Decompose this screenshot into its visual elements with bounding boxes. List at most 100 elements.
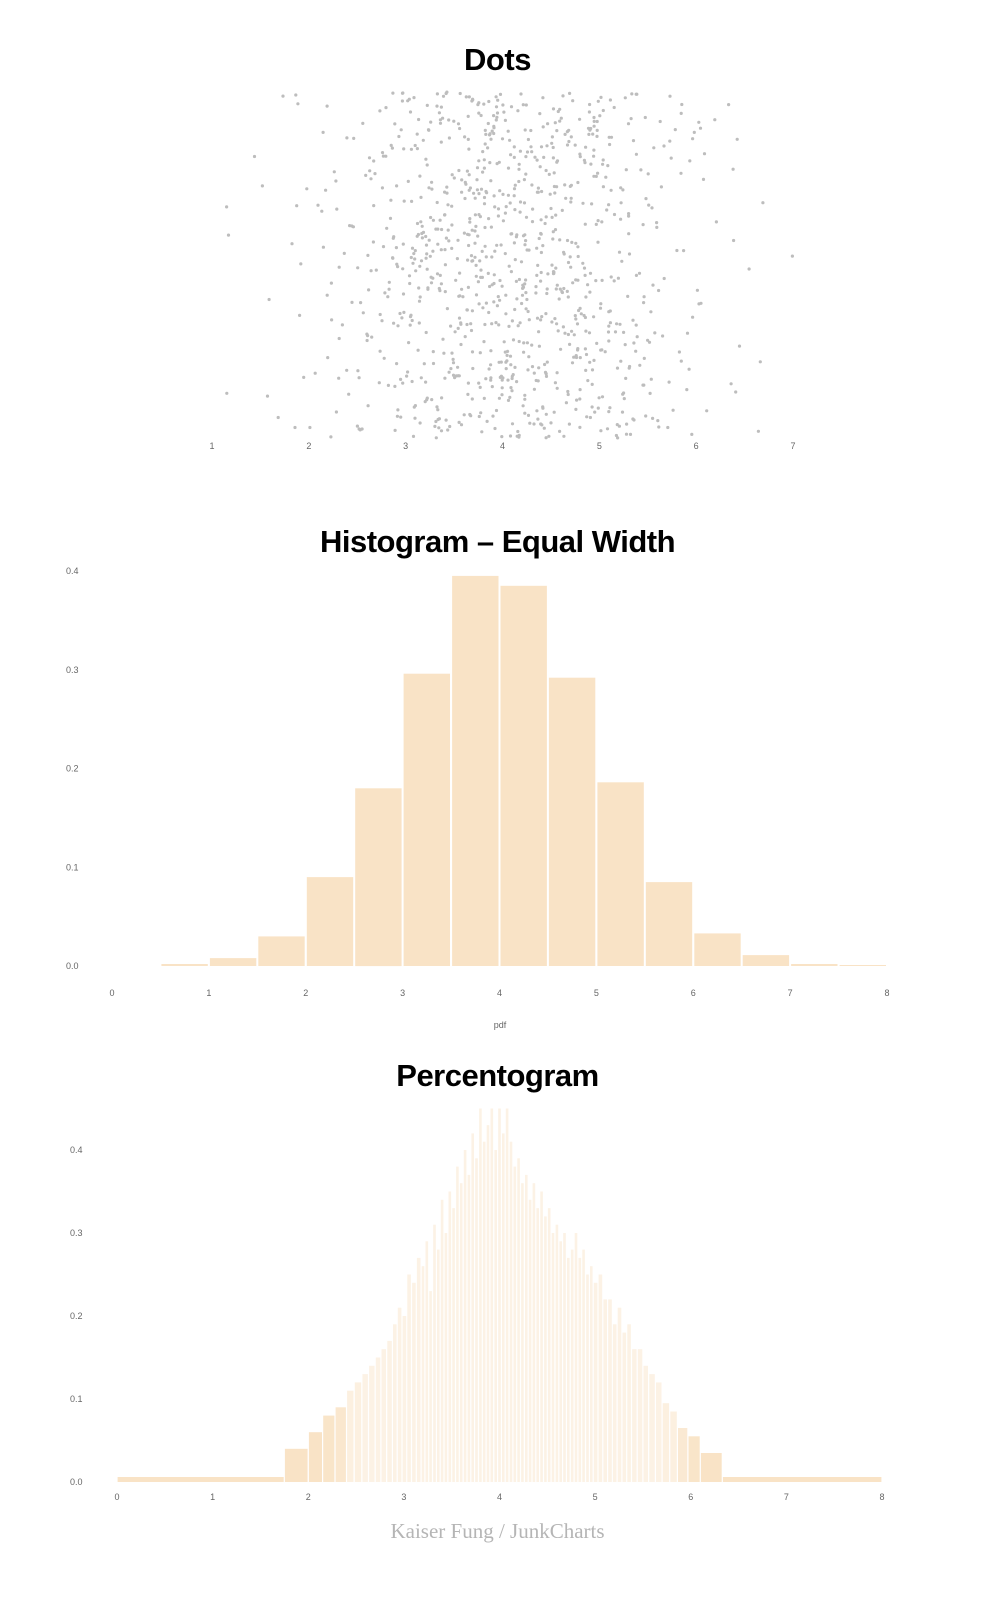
percentogram-bar (308, 1432, 322, 1482)
percentogram-bar (586, 1274, 589, 1482)
x-tick-label: 0 (114, 1492, 119, 1502)
percentogram-bar (528, 1199, 532, 1482)
y-tick-label: 0.4 (66, 566, 79, 576)
histogram-bar (597, 782, 644, 966)
percentogram-bar (486, 1125, 490, 1482)
percentogram-bar (555, 1224, 559, 1482)
percentogram-bar (459, 1183, 463, 1482)
percentogram-bar (440, 1199, 444, 1482)
dots-chart: 1 2 3 4 5 6 7 (209, 90, 796, 451)
percentogram-bar (498, 1108, 501, 1482)
x-tick-label: 7 (788, 988, 793, 998)
percentogram-bar (643, 1365, 648, 1482)
percentogram-bar (402, 1316, 407, 1482)
percentogram-bar (559, 1241, 562, 1482)
percentogram-bar (544, 1216, 547, 1482)
y-tick-label: 0.4 (70, 1145, 83, 1155)
x-tick-label: 5 (597, 441, 602, 451)
x-tick-label: 3 (400, 988, 405, 998)
x-tick-label: 6 (694, 441, 699, 451)
x-tick-label: 8 (879, 1492, 884, 1502)
x-tick-label: 1 (210, 1492, 215, 1502)
y-tick-label: 0.0 (66, 961, 79, 971)
x-tick-label: 5 (594, 988, 599, 998)
y-tick-label: 0.2 (66, 764, 79, 774)
percentogram-bar (369, 1365, 375, 1482)
x-tick-label: 6 (688, 1492, 693, 1502)
percentogram-bar (475, 1158, 478, 1482)
x-tick-label: 4 (497, 988, 502, 998)
percentogram-bar (540, 1191, 543, 1482)
percentogram-bar (632, 1349, 637, 1482)
percentogram-bar (536, 1208, 539, 1482)
histogram-chart-title: Histogram – Equal Width (319, 524, 676, 559)
histogram-bar (209, 958, 257, 966)
x-tick-label: 8 (884, 988, 889, 998)
percentogram-bar (421, 1266, 425, 1482)
x-tick-label: 4 (500, 441, 505, 451)
percentogram-bar (649, 1374, 655, 1482)
percentogram-bar (425, 1241, 429, 1482)
percentogram-bar (362, 1374, 368, 1482)
x-tick-label: 5 (593, 1492, 598, 1502)
x-axis-label: pdf (494, 1020, 507, 1030)
y-tick-label: 0.1 (66, 862, 79, 872)
x-tick-label: 7 (790, 441, 795, 451)
percentogram-bar (456, 1166, 459, 1482)
percentogram-bar (354, 1382, 362, 1482)
percentogram-bar (393, 1324, 397, 1482)
percentogram-bar (678, 1428, 688, 1482)
percentogram-bar (335, 1407, 346, 1482)
percentogram-bar (407, 1274, 411, 1482)
percentogram-bar (517, 1158, 520, 1482)
percentogram-bar (637, 1349, 643, 1482)
y-tick-label: 0.1 (70, 1394, 83, 1404)
percentogram-chart-title: Percentogram (396, 1058, 599, 1093)
percentogram-bar (670, 1411, 677, 1482)
percentogram-bar (323, 1415, 335, 1482)
histogram-bar (694, 933, 741, 966)
percentogram-bar (375, 1357, 381, 1482)
percentogram-bar (603, 1299, 607, 1482)
percentogram-bar (397, 1307, 402, 1482)
histogram-bar (161, 964, 208, 966)
percentogram-bar (502, 1133, 505, 1482)
histogram-bar (791, 964, 838, 966)
y-tick-label: 0.0 (70, 1477, 83, 1487)
credit-text: Kaiser Fung / JunkCharts (390, 1519, 605, 1543)
percentogram-bar (513, 1166, 517, 1482)
x-tick-label: 3 (401, 1492, 406, 1502)
percentogram-bar (578, 1257, 582, 1482)
percentogram-bar (567, 1257, 570, 1482)
x-tick-label: 0 (109, 988, 114, 998)
percentogram-bar (612, 1324, 617, 1482)
percentogram-bar (117, 1477, 284, 1482)
x-tick-label: 4 (497, 1492, 502, 1502)
percentogram-bar (416, 1257, 421, 1482)
percentogram-bar (688, 1436, 700, 1482)
histogram-bar (742, 955, 790, 966)
percentogram-bar (525, 1174, 528, 1482)
percentogram-bar (598, 1274, 603, 1482)
percentogram-bar (593, 1282, 598, 1482)
percentogram-bar (722, 1477, 882, 1482)
percentogram-bar (452, 1208, 455, 1482)
percentogram-bar (494, 1150, 497, 1482)
percentogram-bar (570, 1249, 574, 1482)
percentogram-bar (521, 1183, 524, 1482)
percentogram-bar (437, 1249, 440, 1482)
histogram-chart: 0.0 0.1 0.2 0.3 0.4 0 1 2 3 4 5 6 7 8 pdf (66, 566, 890, 1030)
histogram-bar (839, 965, 886, 966)
percentogram-bar (617, 1307, 622, 1482)
percentogram-bar (505, 1108, 509, 1482)
percentogram-bar (490, 1108, 494, 1482)
y-tick-label: 0.2 (70, 1311, 83, 1321)
dots-points (225, 90, 795, 440)
percentogram-bar (551, 1233, 555, 1482)
y-tick-label: 0.3 (66, 665, 79, 675)
percentogram-bar (700, 1453, 722, 1482)
histogram-bar (258, 936, 305, 966)
histogram-bar (306, 877, 354, 966)
x-tick-label: 3 (403, 441, 408, 451)
